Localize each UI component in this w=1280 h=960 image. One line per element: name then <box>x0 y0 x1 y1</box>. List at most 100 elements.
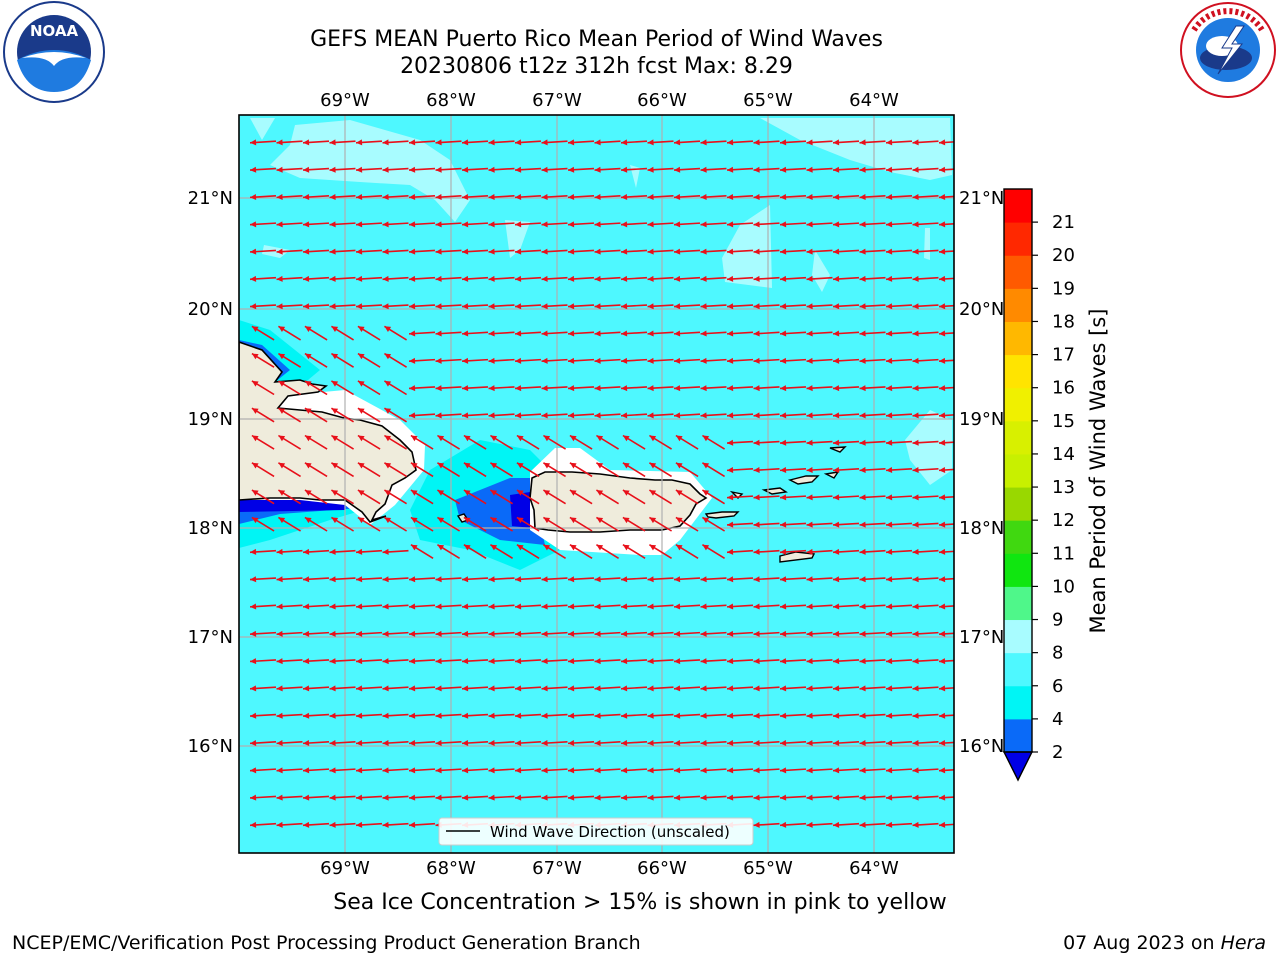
small-islands <box>456 446 847 563</box>
wind-wave-arrow <box>779 821 807 828</box>
wind-wave-arrow <box>461 330 489 337</box>
wind-wave-arrow <box>806 740 833 747</box>
wind-wave-arrow <box>726 166 754 173</box>
wind-wave-arrow <box>938 385 954 392</box>
wind-wave-arrow <box>435 794 462 801</box>
wind-wave-arrow <box>726 139 754 146</box>
wind-wave-arrow <box>753 685 780 692</box>
wind-wave-arrow <box>779 385 807 392</box>
wind-wave-arrow <box>251 352 275 368</box>
wind-wave-arrow <box>567 357 595 364</box>
wind-wave-arrow <box>567 303 595 310</box>
wind-wave-arrow <box>276 740 303 747</box>
wind-wave-arrow <box>885 548 913 555</box>
wind-wave-arrow <box>304 516 328 532</box>
wind-wave-arrow <box>885 385 913 392</box>
wind-wave-arrow <box>488 221 515 228</box>
wind-wave-arrow <box>753 412 780 419</box>
wind-wave-arrow <box>594 194 621 201</box>
wind-wave-arrow <box>938 658 954 665</box>
wind-wave-arrow <box>514 767 542 774</box>
wind-wave-arrow <box>859 794 886 801</box>
wind-wave-arrow <box>700 685 727 692</box>
wind-wave-arrow <box>302 139 330 146</box>
wind-wave-arrow <box>832 576 860 583</box>
wind-wave-arrow <box>541 630 568 637</box>
wind-wave-arrow <box>779 548 807 555</box>
wind-wave-arrow <box>541 767 568 774</box>
wind-wave-arrow <box>276 576 303 583</box>
wind-wave-arrow <box>779 194 807 201</box>
wind-wave-arrow <box>355 303 383 310</box>
wind-wave-arrow <box>567 630 595 637</box>
wind-wave-arrow <box>435 630 462 637</box>
lon-label: 69°W <box>320 90 370 111</box>
wind-wave-arrow <box>912 221 939 228</box>
wind-wave-arrow <box>567 194 595 201</box>
wind-wave-arrow <box>859 357 886 364</box>
wind-wave-arrow <box>435 385 462 392</box>
wind-wave-arrow <box>514 275 542 282</box>
lat-label: 17°N <box>188 627 233 648</box>
wind-wave-arrow <box>701 434 726 450</box>
wind-wave-arrow <box>700 275 727 282</box>
wind-wave-arrow <box>647 794 674 801</box>
wind-wave-arrow <box>779 576 807 583</box>
wind-wave-arrow <box>832 385 860 392</box>
colorbar: 2 4 6 8 9 10 11 12 13 14 15 16 17 18 19 20 21 <box>1002 188 1075 782</box>
wind-wave-arrow <box>594 740 621 747</box>
wind-wave-arrow <box>436 489 461 505</box>
wind-wave-arrow <box>753 357 780 364</box>
wind-wave-arrow <box>594 712 621 719</box>
wind-wave-arrow <box>832 767 860 774</box>
wind-wave-arrow <box>355 275 383 282</box>
wind-wave-arrow <box>276 221 303 228</box>
wind-wave-arrow <box>753 221 780 228</box>
wind-wave-arrow <box>567 385 595 392</box>
lon-label: 65°W <box>743 858 793 879</box>
wind-wave-arrow <box>700 740 727 747</box>
wind-wave-arrow <box>488 330 515 337</box>
wind-wave-arrow <box>383 325 408 341</box>
wind-wave-arrow <box>383 380 408 396</box>
wind-wave-arrow <box>330 516 355 532</box>
wind-wave-arrow <box>489 489 514 505</box>
wind-wave-arrow <box>302 221 330 228</box>
wind-wave-arrow <box>912 821 939 828</box>
wind-wave-arrow <box>938 521 954 528</box>
wind-wave-arrow <box>251 462 275 478</box>
wind-wave-arrow <box>647 221 674 228</box>
footer-date-text: 07 Aug 2023 on <box>1063 932 1221 954</box>
wind-wave-arrow <box>514 139 542 146</box>
wind-wave-arrow <box>753 467 780 474</box>
wind-wave-arrow <box>673 166 701 173</box>
colorbar-band <box>1004 255 1032 289</box>
lon-label: 67°W <box>532 90 582 111</box>
wind-wave-arrow <box>912 439 939 446</box>
lon-label: 67°W <box>532 858 582 879</box>
wind-wave-arrow <box>832 303 860 310</box>
wind-wave-arrow <box>832 712 860 719</box>
lon-labels-bottom: 69°W 68°W 67°W 66°W 65°W 64°W <box>320 858 899 879</box>
wind-wave-arrow <box>488 385 515 392</box>
wind-wave-arrow <box>514 712 542 719</box>
wind-wave-arrow <box>382 821 409 828</box>
wind-wave-arrow <box>276 303 303 310</box>
map-plot-area <box>239 115 954 853</box>
wind-wave-arrow <box>806 357 833 364</box>
wind-wave-arrow <box>488 248 515 255</box>
wind-wave-arrow <box>541 385 568 392</box>
wind-wave-arrow <box>329 166 356 173</box>
wind-wave-arrow <box>488 767 515 774</box>
wind-wave-arrow <box>408 685 436 692</box>
wind-wave-arrow <box>355 603 383 610</box>
wind-wave-arrow <box>806 767 833 774</box>
legend-label: Wind Wave Direction (unscaled) <box>490 823 730 841</box>
wind-wave-arrow <box>912 548 939 555</box>
wind-wave-arrow <box>647 303 674 310</box>
wind-wave-arrow <box>304 380 328 396</box>
wind-wave-arrow <box>647 767 674 774</box>
wind-wave-arrow <box>304 462 328 478</box>
wind-wave-arrow <box>461 603 489 610</box>
wind-wave-arrow <box>806 439 833 446</box>
